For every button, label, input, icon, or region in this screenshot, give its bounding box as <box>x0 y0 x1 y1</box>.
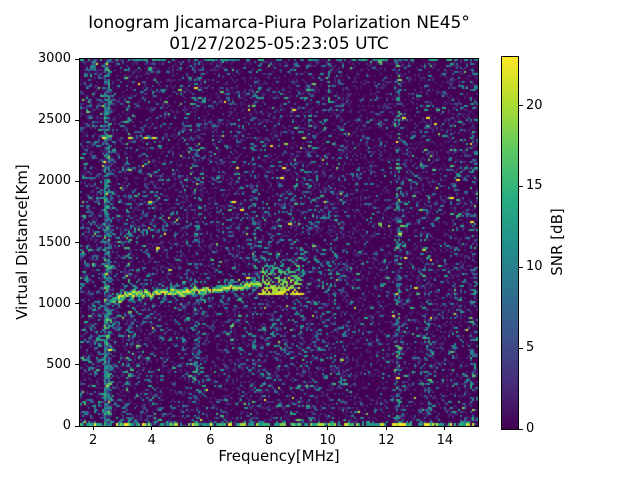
colorbar-label: SNR [dB] <box>548 208 566 276</box>
x-tick-label: 2 <box>89 433 98 448</box>
colorbar-tick-label: 0 <box>526 421 535 436</box>
y-tick-label: 3000 <box>37 51 71 66</box>
x-tick-mark <box>268 426 270 430</box>
chart-title: Ionogram Jicamarca-Piura Polarization NE… <box>88 13 470 33</box>
colorbar-tick-label: 15 <box>526 178 543 194</box>
colorbar-tick-label: 5 <box>526 340 535 356</box>
colorbar-tick-mark <box>519 105 523 107</box>
colorbar-tick-label: 20 <box>526 97 543 113</box>
y-tick-label: 1500 <box>37 234 71 250</box>
chart-title-block: Ionogram Jicamarca-Piura Polarization NE… <box>80 13 478 55</box>
x-tick-mark <box>385 426 387 430</box>
y-tick-label: 2500 <box>37 112 71 128</box>
x-tick-mark <box>327 426 329 430</box>
colorbar-tick-mark <box>519 266 523 268</box>
x-tick-label: 14 <box>436 433 454 448</box>
colorbar <box>501 56 519 430</box>
y-tick-mark <box>75 119 79 121</box>
x-tick-mark <box>209 426 211 430</box>
x-tick-mark <box>444 426 446 430</box>
x-tick-label: 10 <box>319 433 336 448</box>
x-tick-label: 4 <box>147 433 156 448</box>
x-tick-label: 8 <box>264 433 274 448</box>
x-tick-mark <box>92 426 94 430</box>
plot-area <box>79 58 479 427</box>
y-tick-mark <box>75 364 79 366</box>
y-tick-mark <box>75 58 79 60</box>
y-tick-mark <box>75 242 79 243</box>
chart-subtitle: 01/27/2025-05:23:05 UTC <box>169 34 389 54</box>
x-tick-label: 6 <box>206 433 215 448</box>
colorbar-tick-mark <box>519 428 523 430</box>
y-tick-label: 0 <box>62 418 71 433</box>
colorbar-tick-mark <box>519 347 523 349</box>
colorbar-tick-label: 10 <box>526 259 543 275</box>
y-tick-label: 1000 <box>37 295 71 311</box>
y-axis-label: Virtual Distance[Km] <box>13 164 31 320</box>
x-tick-label: 12 <box>377 433 395 448</box>
ionogram-heatmap <box>80 59 478 426</box>
colorbar-tick-mark <box>519 185 523 187</box>
y-tick-mark <box>75 303 79 305</box>
y-tick-label: 500 <box>46 356 71 372</box>
y-tick-mark <box>75 425 79 427</box>
x-tick-mark <box>151 426 153 430</box>
x-axis-label: Frequency[MHz] <box>218 447 340 465</box>
y-tick-mark <box>75 180 79 182</box>
y-tick-label: 2000 <box>37 173 71 189</box>
